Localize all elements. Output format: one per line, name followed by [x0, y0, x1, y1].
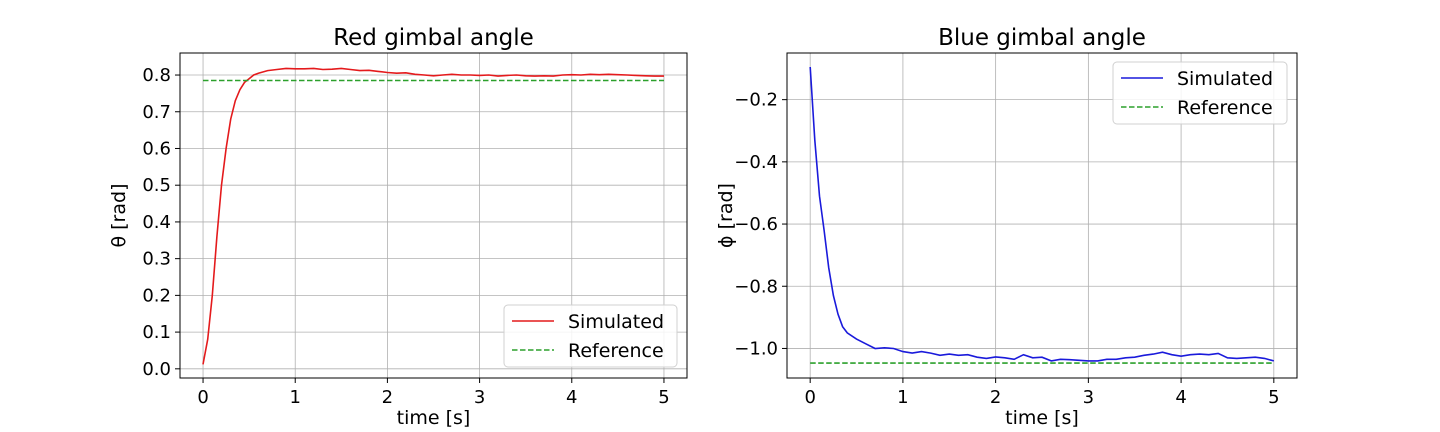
y-tick-label: −0.2	[734, 90, 778, 111]
legend-label-reference: Reference	[1177, 97, 1273, 119]
y-tick-label: 0.1	[142, 322, 171, 343]
x-axis-label: time [s]	[1005, 407, 1079, 429]
y-tick-label: 0.2	[142, 285, 171, 306]
y-tick-label: −0.6	[734, 214, 778, 235]
series-line-simulated	[809, 66, 1275, 362]
chart-title: Blue gimbal angle	[938, 25, 1146, 51]
y-tick-label: 0.6	[142, 138, 171, 159]
x-axis-label: time [s]	[397, 407, 471, 429]
y-axis-label: ϕ [rad]	[715, 183, 737, 248]
x-tick-label: 1	[897, 387, 908, 408]
x-tick-label: 2	[990, 387, 1001, 408]
x-tick-label: 5	[1268, 387, 1279, 408]
y-tick-label: 0.4	[142, 212, 171, 233]
plot-frame	[786, 52, 1298, 379]
x-tick-label: 0	[197, 387, 208, 408]
x-tick-label: 1	[290, 387, 301, 408]
x-tick-label: 4	[1175, 387, 1186, 408]
y-tick-label: −0.8	[734, 276, 778, 297]
legend: Simulated Reference	[1112, 61, 1288, 125]
y-tick-label: 0.3	[142, 249, 171, 270]
x-tick-label: 4	[566, 387, 577, 408]
x-tick-label: 3	[474, 387, 485, 408]
blue-gimbal-chart: 0 1 2 3 4 5 −0.2 −0.4 −0.6 −0.8 −1.0 Blue gimbal an…	[715, 25, 1298, 429]
x-tick-label: 2	[382, 387, 393, 408]
plot-frame	[179, 52, 688, 379]
y-tick-label: −0.4	[734, 152, 778, 173]
legend-label-simulated: Simulated	[1177, 68, 1273, 90]
legend-label-reference: Reference	[568, 340, 664, 362]
y-tick-label: −1.0	[734, 338, 778, 359]
x-tick-label: 0	[804, 387, 815, 408]
y-axis-label: θ [rad]	[108, 183, 130, 247]
y-tick-label: 0.8	[142, 65, 171, 86]
chart-title: Red gimbal angle	[333, 25, 534, 51]
x-tick-label: 3	[1083, 387, 1094, 408]
x-tick-label: 5	[658, 387, 669, 408]
y-tick-label: 0.5	[142, 175, 171, 196]
red-gimbal-chart: 0 1 2 3 4 5 0.0 0.1 0.2 0.3 0.4 0.5 0.6 0.7 0.8 Red gim…	[108, 25, 688, 429]
legend: Simulated Reference	[503, 304, 678, 368]
y-tick-label: 0.0	[142, 359, 171, 380]
legend-label-simulated: Simulated	[568, 311, 664, 333]
y-tick-label: 0.7	[142, 102, 171, 123]
